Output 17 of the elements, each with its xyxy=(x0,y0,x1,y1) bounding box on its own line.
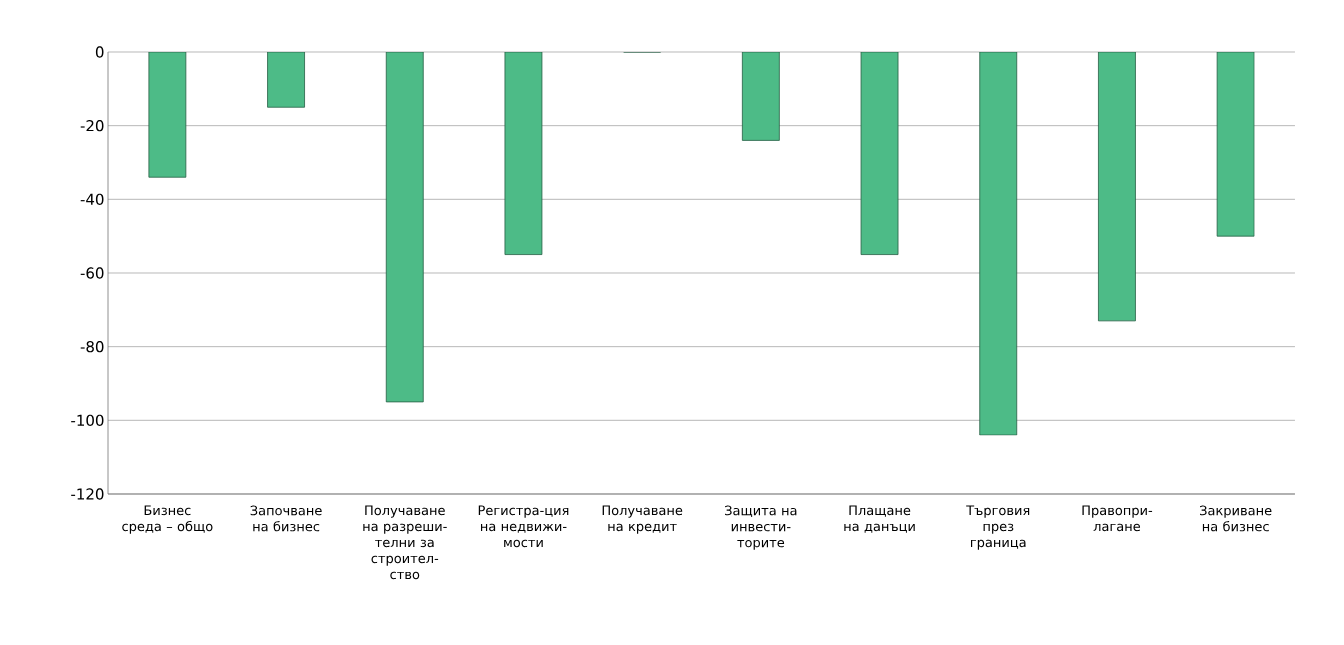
y-tick-label: -60 xyxy=(80,267,104,279)
y-tick-label: -40 xyxy=(80,193,104,205)
x-tick-label: Плащане на данъци xyxy=(844,505,915,533)
x-tick-label: Правопри-лагане xyxy=(1082,505,1153,532)
x-tick-label: Търговия през граница xyxy=(966,505,1030,550)
y-tick-label: -120 xyxy=(71,488,104,500)
y-tick-label: -100 xyxy=(71,414,104,426)
x-tick-label: Започване на бизнес xyxy=(250,505,322,532)
x-tick-label: Защита на инвести-торите xyxy=(725,505,797,550)
x-tick-label: Бизнес среда – общо xyxy=(122,505,213,534)
x-tick-label: Получаване на кредит xyxy=(602,505,683,534)
y-tick-label: -20 xyxy=(80,119,104,132)
x-tick-label: Закриване на бизнес xyxy=(1200,505,1272,532)
y-tick-label: 0 xyxy=(95,46,104,58)
x-tick-label: Регистра-ция на недвижи-мости xyxy=(478,505,569,548)
y-tick-label: -80 xyxy=(80,340,104,353)
x-tick-label: Получаване на разреши-телни за строител-ство xyxy=(363,505,447,580)
